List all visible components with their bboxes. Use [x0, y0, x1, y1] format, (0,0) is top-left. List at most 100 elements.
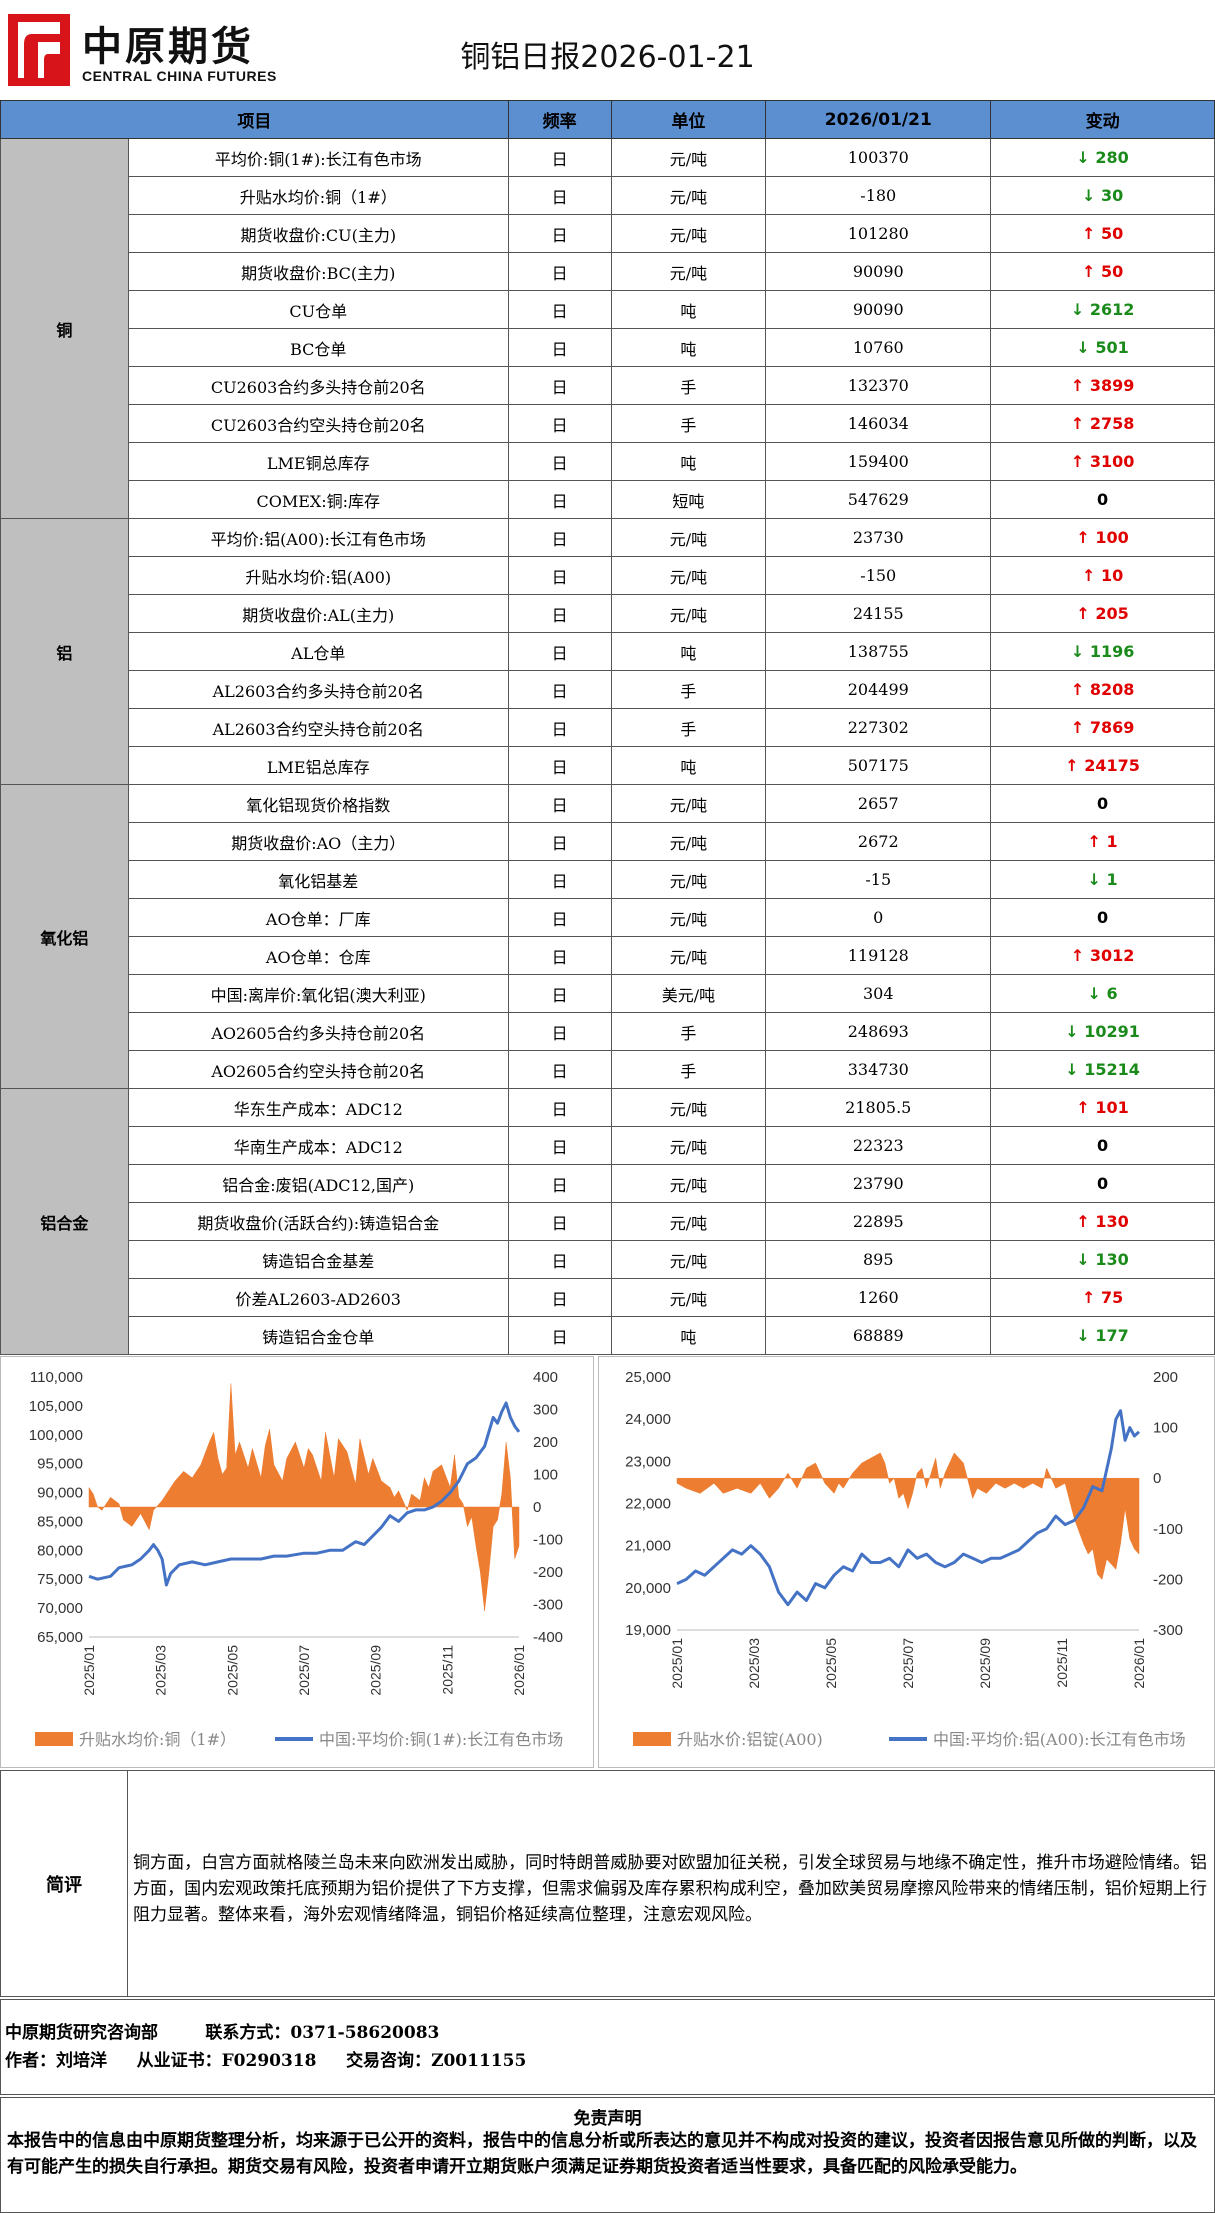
- value-cell: 101280: [765, 214, 992, 253]
- y-axis-left-tick-label: 95,000: [37, 1456, 83, 1473]
- item-name-cell: LME铜总库存: [127, 442, 509, 481]
- value-cell: 2657: [765, 784, 992, 823]
- dept-name: 中原期货研究咨询部: [5, 2023, 158, 2043]
- col-header-date: 2026/01/21: [765, 100, 992, 139]
- footer-line-1: 中原期货研究咨询部 联系方式：0371-58620083: [5, 2018, 439, 2043]
- change-cell: ↑ 50: [990, 252, 1215, 291]
- unit-cell: 元/吨: [610, 860, 767, 899]
- change-value: 10: [1100, 566, 1124, 585]
- x-axis-tick-label: 2025/03: [153, 1645, 169, 1696]
- change-value: 3899: [1089, 376, 1135, 395]
- x-axis-tick-label: 2025/07: [900, 1638, 916, 1689]
- item-name-cell: 价差AL2603-AD2603: [127, 1278, 509, 1317]
- y-axis-left-tick-label: 110,000: [30, 1369, 83, 1386]
- col-header-unit: 单位: [610, 100, 767, 139]
- change-value: 2758: [1089, 414, 1135, 433]
- category-cell: 氧化铝: [0, 784, 129, 1089]
- frequency-cell: 日: [507, 1316, 612, 1355]
- table-body: 铜平均价:铜(1#):长江有色市场日元/吨 100370 ↓ 280 升贴水均价:铜（…: [0, 138, 1215, 1355]
- x-axis-tick-label: 2025/07: [296, 1645, 312, 1696]
- frequency-cell: 日: [507, 1126, 612, 1165]
- frequency-cell: 日: [507, 1202, 612, 1241]
- table-row: AO仓单：厂库日元/吨 0 0: [1, 898, 1215, 937]
- cert-number: F0290318: [221, 2051, 317, 2071]
- change-cell: ↓ 1196: [990, 632, 1215, 671]
- table-row: 升贴水均价:铜（1#）日元/吨 -180 ↓ 30: [1, 176, 1215, 215]
- change-value: 205: [1095, 604, 1129, 623]
- change-value: 2612: [1089, 300, 1135, 319]
- arrow-up-icon: ↑: [1070, 376, 1090, 395]
- change-value: 8208: [1089, 680, 1135, 699]
- item-name-cell: CU仓单: [127, 290, 509, 329]
- value-cell: 227302: [765, 708, 992, 747]
- unit-cell: 手: [610, 1012, 767, 1051]
- change-cell: ↑ 3899: [990, 366, 1215, 405]
- change-value: 3012: [1089, 946, 1135, 965]
- value-cell: 138755: [765, 632, 992, 671]
- x-axis-tick-label: 2025/03: [746, 1638, 762, 1689]
- y-axis-right-tick-label: 0: [533, 1499, 541, 1516]
- x-axis-tick-label: 2025/09: [977, 1638, 993, 1689]
- price-line-series: [88, 1401, 521, 1587]
- arrow-down-icon: ↓: [1081, 186, 1101, 205]
- unit-cell: 美元/吨: [610, 974, 767, 1013]
- y-axis-left-tick-label: 23,000: [625, 1453, 671, 1470]
- arrow-up-icon: ↑: [1070, 946, 1090, 965]
- item-name-cell: 铸造铝合金基差: [127, 1240, 509, 1279]
- y-axis-right-tick-label: 300: [533, 1402, 558, 1419]
- change-value: 100: [1095, 528, 1129, 547]
- frequency-cell: 日: [507, 214, 612, 253]
- col-header-item: 项目: [0, 100, 509, 139]
- change-cell: ↑ 10: [990, 556, 1215, 595]
- unit-cell: 手: [610, 404, 767, 443]
- change-value: 130: [1095, 1212, 1129, 1231]
- commentary-label: 简评: [1, 1771, 128, 1996]
- item-name-cell: 期货收盘价:BC(主力): [127, 252, 509, 291]
- unit-cell: 元/吨: [610, 594, 767, 633]
- change-value: 280: [1095, 148, 1129, 167]
- change-cell: 0: [990, 898, 1215, 937]
- arrow-down-icon: ↓: [1076, 338, 1096, 357]
- arrow-up-icon: ↑: [1076, 1212, 1096, 1231]
- frequency-cell: 日: [507, 404, 612, 443]
- frequency-cell: 日: [507, 1278, 612, 1317]
- value-cell: 507175: [765, 746, 992, 785]
- unit-cell: 元/吨: [610, 518, 767, 557]
- change-value: 3100: [1089, 452, 1135, 471]
- company-name-cn: 中原期货: [82, 24, 254, 70]
- unit-cell: 元/吨: [610, 176, 767, 215]
- change-value: 30: [1100, 186, 1124, 205]
- change-cell: ↓ 130: [990, 1240, 1215, 1279]
- arrow-up-icon: ↑: [1081, 566, 1101, 585]
- value-cell: 0: [765, 898, 992, 937]
- y-axis-left-tick-label: 25,000: [625, 1369, 671, 1386]
- arrow-up-icon: ↑: [1070, 452, 1090, 471]
- item-name-cell: 氧化铝现货价格指数: [127, 784, 509, 823]
- frequency-cell: 日: [507, 1164, 612, 1203]
- table-header-row: 项目 频率 单位 2026/01/21 变动: [0, 100, 1215, 139]
- table-row: 铝合金:废铝(ADC12,国产) 日元/吨 23790 0: [1, 1164, 1215, 1203]
- y-axis-left-tick-label: 85,000: [37, 1513, 83, 1530]
- frequency-cell: 日: [507, 746, 612, 785]
- frequency-cell: 日: [507, 708, 612, 747]
- value-cell: -150: [765, 556, 992, 595]
- frequency-cell: 日: [507, 632, 612, 671]
- y-axis-right-tick-label: -100: [533, 1532, 563, 1549]
- arrow-up-icon: ↑: [1081, 1288, 1101, 1307]
- value-cell: 90090: [765, 252, 992, 291]
- table-row: 铸造铝合金仓单日吨 68889 ↓ 177: [1, 1316, 1215, 1355]
- legend-label: 升贴水均价:铜（1#）: [79, 1730, 236, 1749]
- change-cell: ↓ 30: [990, 176, 1215, 215]
- value-cell: 23730: [765, 518, 992, 557]
- item-name-cell: 升贴水均价:铝(A00): [127, 556, 509, 595]
- change-value: 0: [1097, 490, 1109, 509]
- change-cell: ↓ 6: [990, 974, 1215, 1013]
- x-axis-tick-label: 2026/01: [1131, 1638, 1147, 1689]
- table-row: AO2605合约空头持仓前20名日手 334730 ↓ 15214: [1, 1050, 1215, 1089]
- table-row: CU2603合约多头持仓前20名日手 132370 ↑ 3899: [1, 366, 1215, 405]
- value-cell: 21805.5: [765, 1088, 992, 1127]
- change-cell: ↓ 2612: [990, 290, 1215, 329]
- item-name-cell: 铸造铝合金仓单: [127, 1316, 509, 1355]
- change-cell: ↓ 1: [990, 860, 1215, 899]
- change-value: 24175: [1084, 756, 1140, 775]
